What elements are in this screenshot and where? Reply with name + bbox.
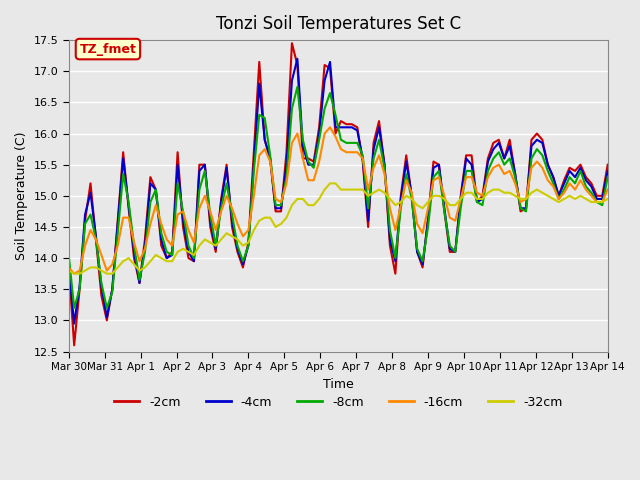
Y-axis label: Soil Temperature (C): Soil Temperature (C) xyxy=(15,132,28,260)
X-axis label: Time: Time xyxy=(323,377,353,391)
Title: Tonzi Soil Temperatures Set C: Tonzi Soil Temperatures Set C xyxy=(216,15,461,33)
Legend: -2cm, -4cm, -8cm, -16cm, -32cm: -2cm, -4cm, -8cm, -16cm, -32cm xyxy=(109,391,568,414)
Text: TZ_fmet: TZ_fmet xyxy=(79,43,136,56)
